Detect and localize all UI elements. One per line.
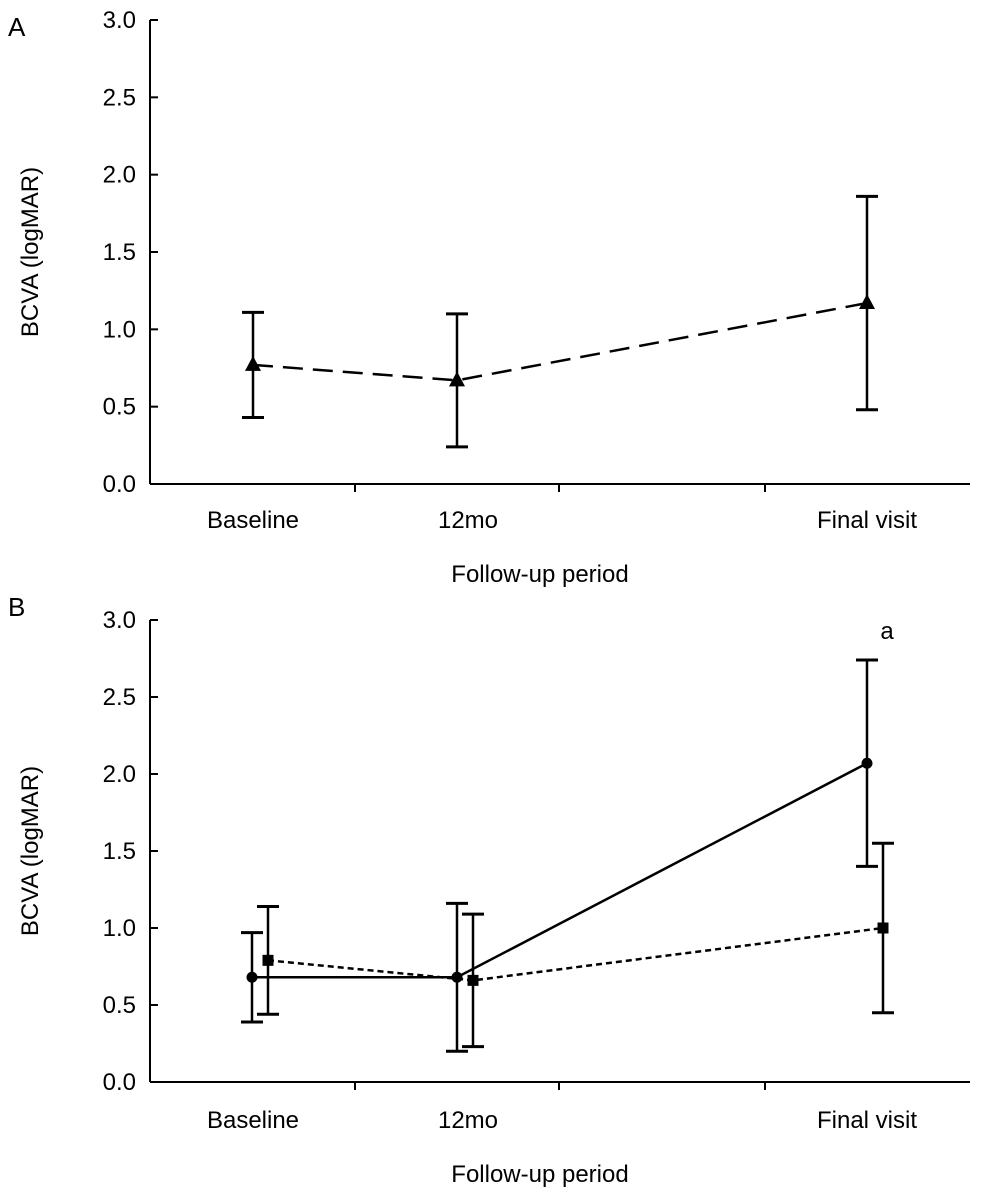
y-tick-label: 2.5 [103,84,136,111]
x-tick-label: Baseline [207,507,299,534]
data-point [245,355,261,371]
y-axis-title: BCVA (logMAR) [17,766,44,936]
y-tick-label: 3.0 [103,7,136,34]
significance-annotation: a [880,618,894,645]
data-point [467,974,479,986]
y-axis-title: BCVA (logMAR) [17,167,44,337]
x-tick-label: 12mo [438,1107,498,1134]
y-tick-label: 2.0 [103,761,136,788]
x-axis-title: Follow-up period [451,1161,628,1188]
data-point [861,757,873,769]
y-tick-label: 2.0 [103,162,136,189]
data-point [877,922,889,934]
y-tick-label: 1.0 [103,316,136,343]
y-tick-label: 0.5 [103,992,136,1019]
data-point [246,971,258,983]
y-tick-label: 0.0 [103,471,136,498]
chart-panel-a: A 0.0 0.5 1.0 1.5 2.0 2.5 3.0 Baseline 12mo Final … [8,7,970,588]
x-tick-label: 12mo [438,507,498,534]
x-tick-label: Final visit [817,1107,917,1134]
y-tick-label: 0.5 [103,394,136,421]
y-tick-label: 0.0 [103,1069,136,1096]
y-tick-label: 1.5 [103,838,136,865]
y-tick-label: 3.0 [103,607,136,634]
y-tick-label: 1.0 [103,915,136,942]
panel-label: A [8,12,26,42]
data-point [449,371,465,387]
y-tick-label: 2.5 [103,684,136,711]
data-point [859,294,875,310]
y-tick-label: 1.5 [103,239,136,266]
series-line [252,301,868,382]
series-line [252,762,868,979]
series-line [267,926,884,982]
chart-panel-b: B 0.0 0.5 1.0 1.5 2.0 2.5 3.0 Baseline 12mo Final … [8,592,970,1188]
x-tick-label: Baseline [207,1107,299,1134]
data-point [262,954,274,966]
x-axis-title: Follow-up period [451,561,628,588]
panel-label: B [8,592,25,622]
x-tick-label: Final visit [817,507,917,534]
